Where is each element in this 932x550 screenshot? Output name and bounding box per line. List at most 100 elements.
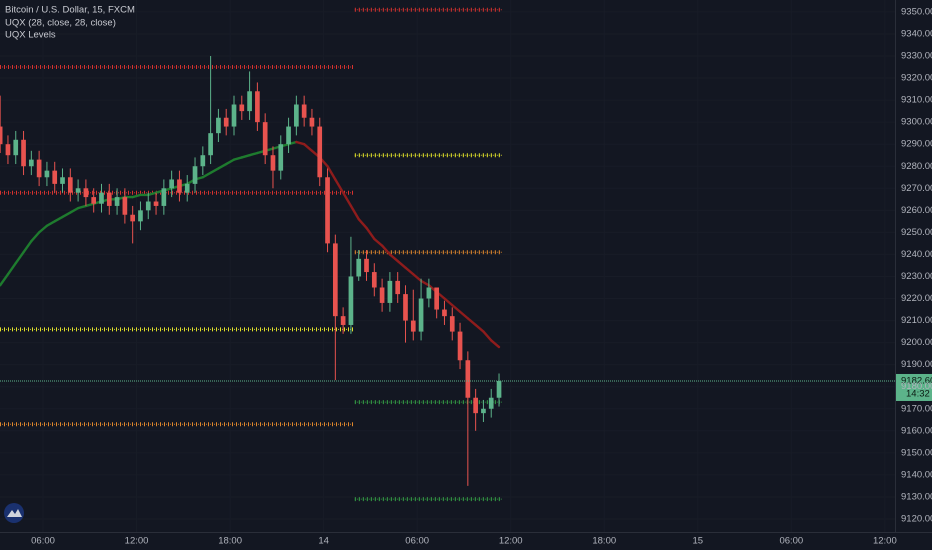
ma-segment: [14, 251, 25, 265]
candle-body: [122, 197, 128, 215]
candle-body: [473, 397, 478, 414]
ma-segment: [373, 237, 384, 247]
y-tick-label: 9340.00: [901, 28, 932, 39]
overlay: 9182.60 14:32: [0, 373, 932, 401]
ma-segment: [466, 317, 477, 327]
candle-body: [442, 309, 447, 317]
candles: [0, 56, 502, 486]
candle-body: [75, 188, 81, 193]
candle-body: [418, 298, 424, 332]
candle-body: [208, 133, 213, 156]
candle-body: [52, 170, 58, 184]
x-tick-label: 18:00: [218, 536, 242, 547]
levels: [0, 7, 503, 502]
ma-segment: [458, 310, 470, 320]
logo[interactable]: [4, 503, 24, 523]
y-tick-label: 9200.00: [901, 337, 932, 348]
ma-segment: [295, 140, 306, 146]
x-tick-label: 12:00: [499, 536, 523, 547]
x-tick-label: 06:00: [405, 536, 429, 547]
ma-segment: [419, 279, 431, 287]
y-tick-label: 9290.00: [901, 139, 932, 150]
y-tick-label: 9250.00: [901, 227, 932, 238]
candle-body: [348, 276, 354, 325]
ma-segment: [22, 239, 33, 254]
candle-body: [21, 139, 26, 167]
candle-body: [278, 144, 284, 171]
candle-body: [67, 177, 73, 193]
candle-body: [426, 287, 432, 299]
candle-body: [99, 192, 104, 204]
candle-body: [153, 201, 159, 206]
ma-segment: [201, 171, 212, 179]
x-tick-label: 06:00: [31, 536, 55, 547]
y-tick-label: 9320.00: [901, 73, 932, 84]
ma-segment: [147, 191, 158, 197]
candle-body: [379, 287, 385, 303]
x-tick-label: 06:00: [779, 536, 803, 547]
ma-segment: [404, 266, 415, 276]
y-tick-label: 9260.00: [901, 205, 932, 216]
candle-body: [364, 258, 369, 273]
ma-segment: [69, 206, 80, 214]
candle-body: [410, 320, 416, 332]
candle-body: [106, 192, 112, 206]
ma-segment: [225, 158, 236, 166]
y-tick-label: 9120.00: [901, 514, 932, 525]
candle-body: [255, 91, 260, 123]
y-tick-label: 9230.00: [901, 271, 932, 282]
x-tick-label: 12:00: [873, 536, 897, 547]
y-tick-label: 9330.00: [901, 51, 932, 62]
logo-mark: [7, 509, 22, 517]
y-tick-label: 9300.00: [901, 117, 932, 128]
y-tick-label: 9160.00: [901, 425, 932, 436]
candle-body: [192, 166, 198, 184]
ma-segment: [84, 202, 95, 208]
grid: [0, 0, 895, 532]
ma-segment: [326, 165, 337, 181]
candle-body: [60, 177, 65, 184]
candle-body: [457, 331, 463, 361]
candle-body: [44, 170, 50, 178]
y-tick-label: 9220.00: [901, 293, 932, 304]
candle-body: [114, 197, 120, 206]
y-tick-label: 9190.00: [901, 359, 932, 370]
indicator-label: UQX Levels: [5, 30, 56, 41]
ma-segment: [30, 231, 41, 243]
candle-body: [216, 117, 221, 134]
candle-body: [83, 188, 89, 198]
candle-body: [239, 104, 245, 112]
candle-body: [184, 183, 190, 193]
candle-body: [481, 408, 486, 414]
ma-segment: [357, 217, 368, 230]
ma-segment: [349, 204, 360, 221]
candle-body: [434, 287, 440, 310]
y-tick-label: 9240.00: [901, 249, 932, 260]
candle-body: [270, 155, 276, 171]
ma-segment: [248, 151, 259, 157]
last-price-box: [896, 373, 932, 401]
candle-body: [145, 201, 151, 211]
candle-body: [403, 294, 408, 321]
candle-body: [36, 159, 42, 178]
y-tick-label: 9310.00: [901, 95, 932, 106]
ma-segment: [388, 253, 399, 263]
candle-body: [356, 258, 362, 277]
y-tick-label: 9170.00: [901, 403, 932, 414]
ma-segment: [490, 339, 501, 349]
candle-body: [138, 210, 143, 222]
candle-body: [28, 159, 34, 167]
ma-segment: [61, 211, 72, 219]
candle-body: [262, 122, 268, 156]
y-tick-label: 9180.00: [901, 381, 932, 392]
ma-segment: [53, 215, 64, 223]
candle-body: [130, 214, 136, 222]
axes: 9120.00 9130.00 9140.00 9150.00 9160.00 9170.…: [31, 6, 932, 546]
indicator-label: UQX (28, close, 28, close): [5, 18, 116, 29]
candle-body: [200, 155, 206, 167]
y-tick-label: 9130.00: [901, 491, 932, 502]
ma-segment: [240, 154, 251, 159]
